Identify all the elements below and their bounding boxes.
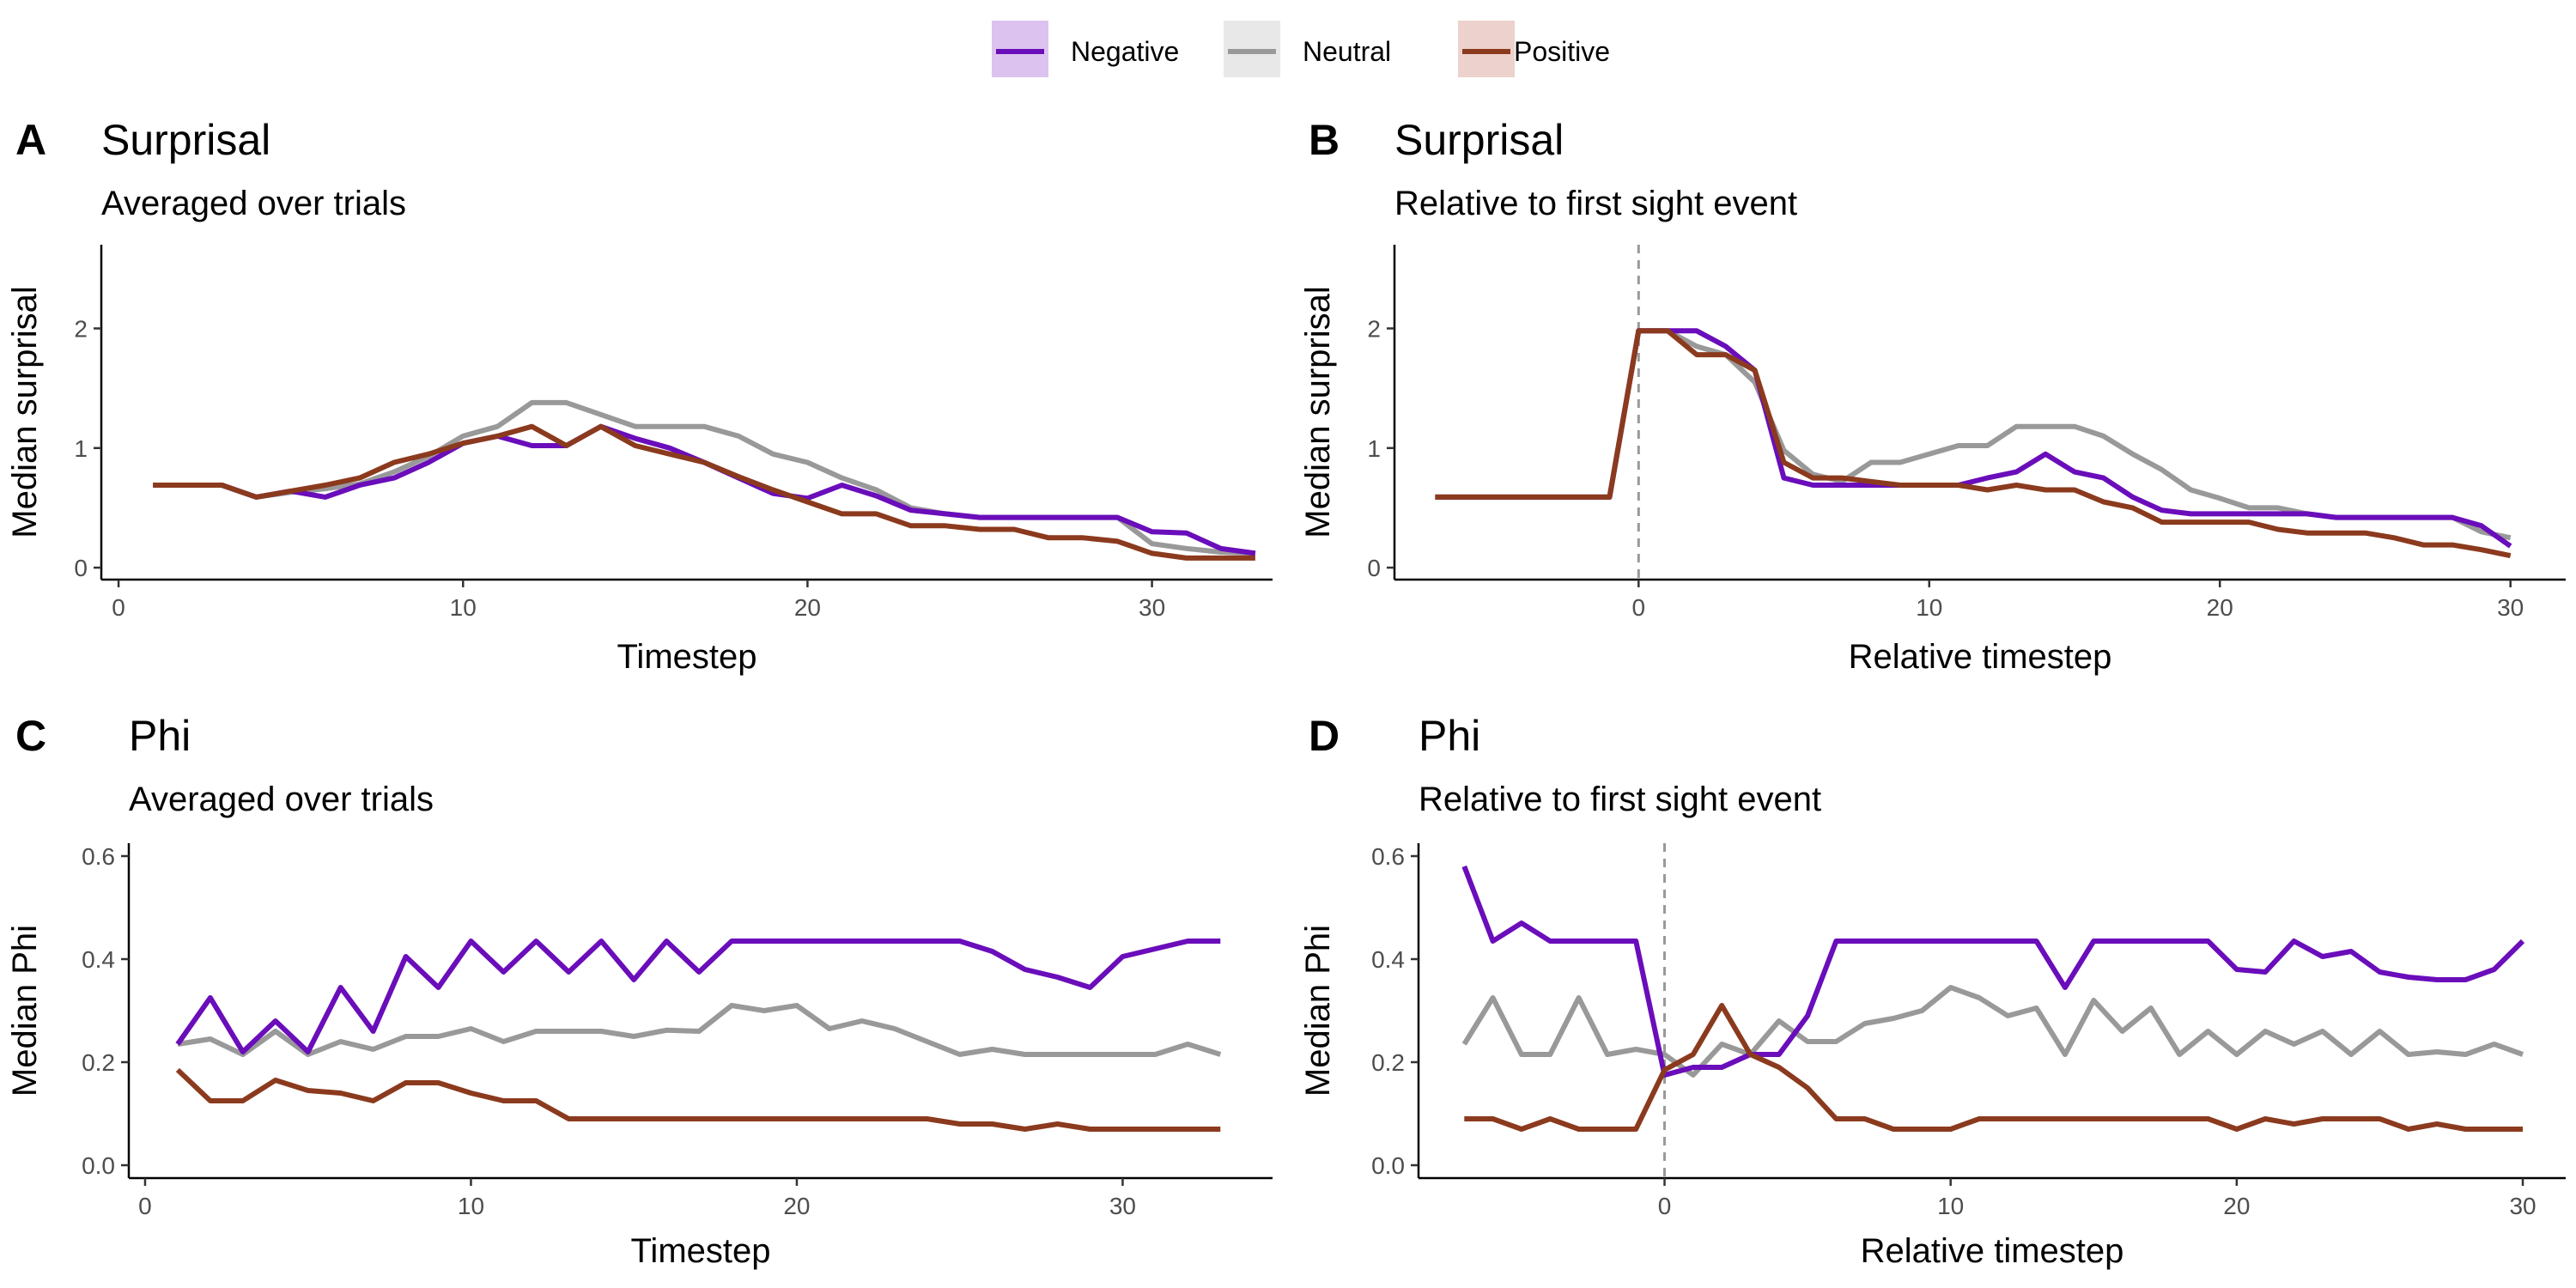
legend-entry-neutral: Neutral (1224, 21, 1391, 77)
x-tick-label: 0 (1632, 594, 1646, 621)
x-tick-label: 30 (2509, 1193, 2536, 1219)
series-line-positive (1435, 328, 2512, 559)
x-tick-label: 10 (458, 1193, 484, 1219)
x-tick-label: 20 (783, 1193, 810, 1219)
y-tick-label: 0.4 (82, 946, 115, 973)
y-axis-label: Median surprisal (6, 286, 44, 538)
panel-title: Surprisal (1394, 116, 1564, 164)
x-tick-label: 20 (2223, 1193, 2250, 1219)
panel-subtitle: Averaged over trials (101, 185, 406, 222)
panel-title: Phi (129, 712, 191, 760)
y-tick-label: 2 (74, 316, 88, 343)
y-tick-label: 0.6 (82, 843, 115, 870)
y-axis-label: Median Phi (6, 925, 44, 1097)
y-tick-label: 0 (1367, 555, 1381, 581)
panel-title: Surprisal (101, 116, 270, 164)
panel-c: C Phi Averaged over trials 0.0 0.2 0.4 0.6 0 10 2… (6, 712, 1273, 1270)
y-tick-label: 1 (1367, 435, 1381, 462)
panel-b: B Surprisal Relative to first sight event 0… (1299, 116, 2566, 676)
panel-d: D Phi Relative to first sight event 0.0 0.2 0… (1299, 712, 2566, 1270)
y-tick-label: 0.4 (1371, 946, 1405, 973)
panel-subtitle: Relative to first sight event (1394, 185, 1797, 222)
legend-label: Positive (1514, 36, 1610, 67)
x-tick-label: 0 (1658, 1193, 1672, 1219)
panel-tag: B (1309, 116, 1340, 164)
y-axis-label: Median Phi (1299, 925, 1337, 1097)
series-line-positive (1464, 1003, 2523, 1132)
x-axis-label: Relative timestep (1849, 638, 2112, 676)
x-tick-label: 30 (1139, 594, 1165, 621)
panel-tag: C (15, 712, 46, 760)
legend: Negative Neutral Positive (992, 21, 1610, 77)
panel-tag: A (15, 116, 46, 164)
legend-entry-positive: Positive (1458, 21, 1610, 77)
series-line-negative (1461, 865, 2525, 1078)
series-line-neutral (177, 1003, 1222, 1057)
x-tick-label: 0 (112, 594, 125, 621)
x-tick-label: 0 (138, 1193, 152, 1219)
x-tick-label: 10 (1916, 594, 1942, 621)
x-tick-label: 20 (2207, 594, 2233, 621)
y-tick-label: 1 (74, 435, 88, 462)
panel-tag: D (1309, 712, 1340, 760)
y-tick-label: 2 (1367, 316, 1381, 343)
x-axis-label: Timestep (617, 638, 756, 676)
y-tick-label: 0 (74, 555, 88, 581)
legend-entry-negative: Negative (992, 21, 1179, 77)
x-tick-label: 10 (450, 594, 477, 621)
x-tick-label: 10 (1937, 1193, 1964, 1219)
x-tick-label: 30 (1109, 1193, 1136, 1219)
panel-subtitle: Averaged over trials (129, 781, 434, 818)
x-tick-label: 30 (2497, 594, 2524, 621)
series-line-neutral (153, 399, 1256, 556)
series-line-negative (175, 939, 1221, 1054)
y-axis-label: Median surprisal (1299, 286, 1337, 538)
y-tick-label: 0.0 (82, 1152, 115, 1179)
x-tick-label: 20 (794, 594, 821, 621)
series-line-neutral (1461, 985, 2524, 1078)
series-line-positive (175, 1067, 1221, 1132)
y-tick-label: 0.2 (82, 1049, 115, 1076)
y-tick-label: 0.2 (1371, 1049, 1405, 1076)
x-axis-label: Relative timestep (1861, 1232, 2124, 1270)
panel-title: Phi (1419, 712, 1480, 760)
series-line-positive (153, 423, 1255, 561)
legend-label: Negative (1071, 36, 1179, 67)
series-line-negative (1435, 328, 2512, 549)
y-tick-label: 0.6 (1371, 843, 1405, 870)
y-tick-label: 0.0 (1371, 1152, 1405, 1179)
panel-subtitle: Relative to first sight event (1419, 781, 1821, 818)
legend-label: Neutral (1303, 36, 1391, 67)
x-axis-label: Timestep (630, 1232, 770, 1270)
series-line-neutral (1435, 328, 2512, 541)
